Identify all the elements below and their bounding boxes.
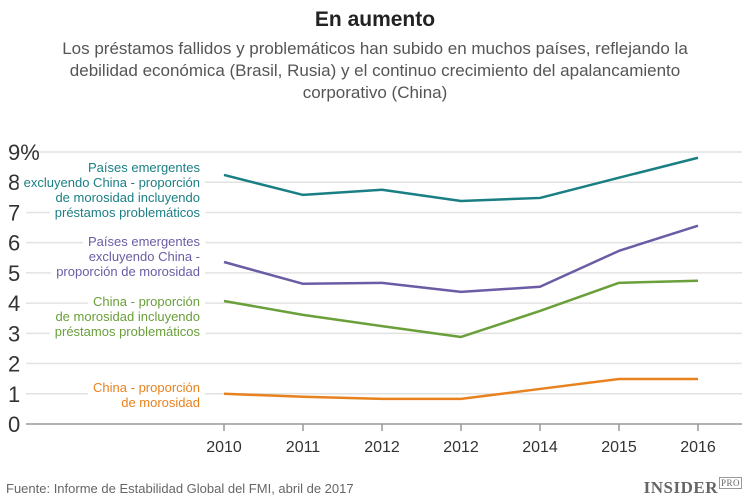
y-tick-label: 4 bbox=[8, 291, 20, 316]
label-background bbox=[50, 190, 205, 205]
y-tick-label: 8 bbox=[8, 170, 20, 195]
series-line bbox=[223, 377, 698, 401]
series-label: Países emergentes bbox=[88, 234, 201, 249]
series-label: de morosidad bbox=[121, 395, 200, 410]
series-label: Países emergentes bbox=[88, 160, 201, 175]
series-label: de morosidad incluyendo bbox=[55, 309, 200, 324]
series-label: de morosidad incluyendo bbox=[55, 190, 200, 205]
y-tick-label: 0 bbox=[8, 412, 20, 437]
series-label: China - proporción bbox=[93, 294, 200, 309]
y-tick-label: 6 bbox=[8, 231, 20, 256]
series-label: China - proporción bbox=[93, 380, 200, 395]
y-tick-label: 1 bbox=[8, 382, 20, 407]
label-background bbox=[88, 380, 205, 395]
label-background bbox=[18, 175, 205, 190]
series-label: préstamos problemáticos bbox=[55, 205, 201, 220]
chart-subtitle: Los préstamos fallidos y problemáticos h… bbox=[62, 39, 688, 102]
label-background bbox=[82, 234, 206, 249]
logo-sub: PRO bbox=[718, 477, 742, 489]
logo-main: INSIDER bbox=[643, 478, 718, 497]
x-tick-label: 2014 bbox=[522, 439, 558, 456]
y-tick-label: 7 bbox=[8, 200, 20, 225]
series-label: préstamos problemáticos bbox=[55, 324, 201, 339]
label-background bbox=[49, 205, 206, 220]
x-tick-label: 2011 bbox=[286, 439, 321, 456]
x-tick-label: 2012 bbox=[364, 439, 400, 456]
y-tick-label: 9% bbox=[8, 140, 40, 165]
x-tick-label: 2016 bbox=[680, 439, 716, 456]
label-background bbox=[49, 324, 206, 339]
label-background bbox=[50, 309, 205, 324]
source-note: Fuente: Informe de Estabilidad Global de… bbox=[6, 481, 354, 496]
series-label: excluyendo China - bbox=[89, 249, 200, 264]
x-tick-label: 2012 bbox=[443, 439, 479, 456]
x-tick-label: 2015 bbox=[601, 439, 637, 456]
y-tick-label: 2 bbox=[8, 352, 20, 377]
series-label: excluyendo China - proporción bbox=[24, 175, 200, 190]
y-tick-label: 5 bbox=[8, 261, 20, 286]
insider-pro-logo: INSIDER PRO bbox=[643, 477, 742, 498]
chart-title: En aumento bbox=[314, 8, 436, 31]
label-background bbox=[88, 294, 205, 309]
x-tick-label: 2010 bbox=[206, 439, 242, 456]
label-background bbox=[116, 395, 205, 410]
series-line bbox=[223, 279, 699, 339]
label-background bbox=[82, 160, 206, 175]
series-label: proporción de morosidad bbox=[56, 264, 200, 279]
series-line bbox=[223, 156, 699, 203]
label-background bbox=[51, 264, 205, 279]
label-background bbox=[83, 249, 205, 264]
y-tick-label: 3 bbox=[8, 321, 20, 346]
